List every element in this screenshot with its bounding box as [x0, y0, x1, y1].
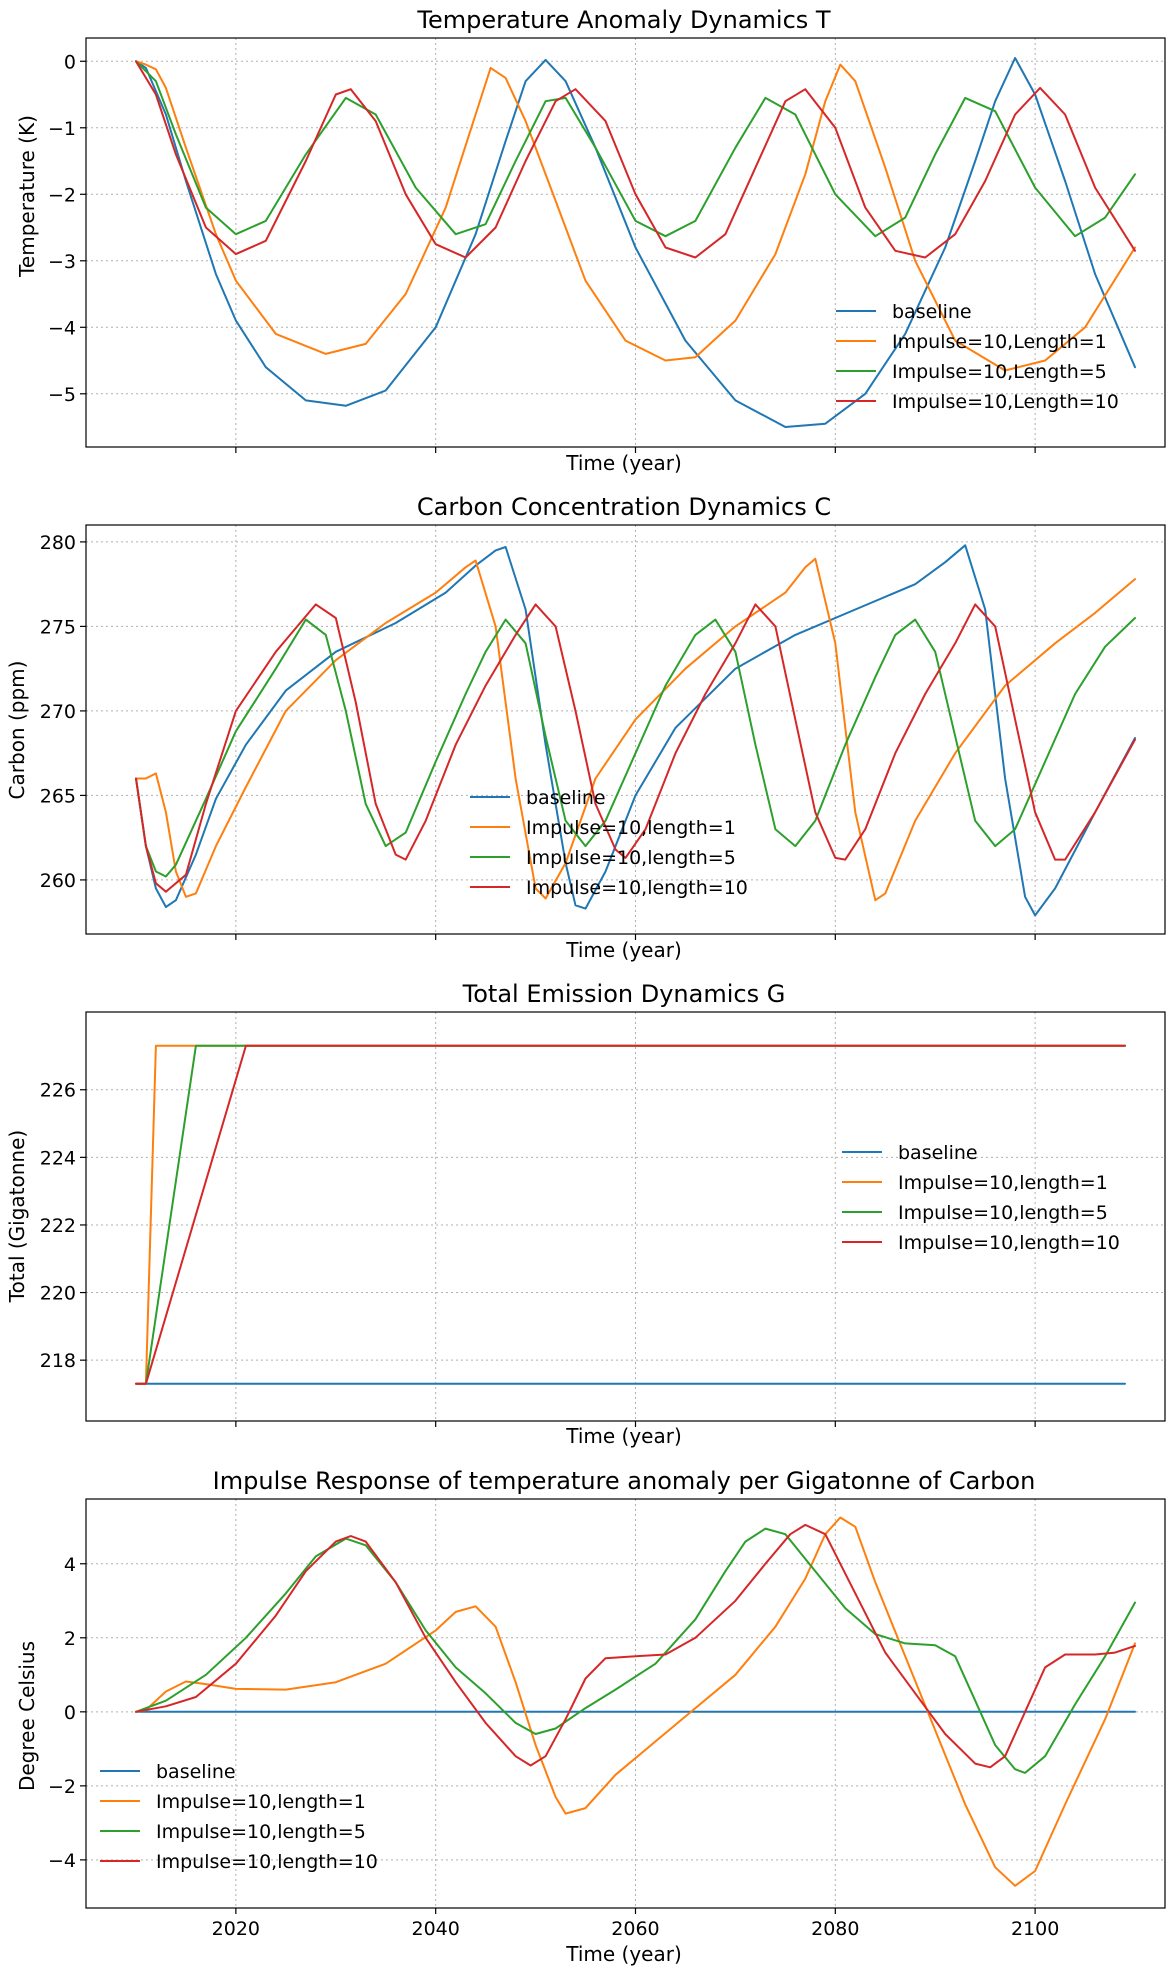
- series-line-baseline: [135, 544, 1136, 917]
- series-line-impulse-10-length-1: [135, 1516, 1136, 1887]
- y-tick-label: 280: [40, 532, 76, 554]
- legend: baseline Impulse=10,length=1 Impulse=10,le…: [470, 787, 748, 899]
- series-line-impulse-10-length-10: [135, 603, 1136, 893]
- series-line-impulse-10-length-10: [135, 1523, 1136, 1769]
- legend-label: baseline: [526, 787, 606, 809]
- legend-label: Impulse=10,length=10: [898, 1232, 1120, 1254]
- y-axis-label: Carbon (ppm): [5, 661, 29, 800]
- carbon-chart: Carbon Concentration Dynamics C Time (ye…: [5, 493, 1166, 962]
- plot-frame: [85, 1011, 1166, 1422]
- y-tick-label: 222: [40, 1215, 76, 1237]
- legend-label: baseline: [892, 301, 972, 323]
- legend-label: Impulse=10,Length=10: [892, 391, 1119, 413]
- legend-label: Impulse=10,length=10: [526, 877, 748, 899]
- x-axis-label: Time (year): [565, 938, 682, 962]
- series-line-impulse-10-length-10: [135, 60, 1136, 259]
- y-tick-label: −4: [48, 1850, 76, 1872]
- legend-label: Impulse=10,length=5: [526, 847, 736, 869]
- temperature-chart: Temperature Anomaly Dynamics T Time (yea…: [15, 6, 1166, 475]
- x-tick-label: 2080: [811, 1918, 859, 1940]
- y-tick-label: 0: [64, 1702, 76, 1724]
- y-tick-label: −1: [48, 118, 76, 140]
- series-line-baseline: [135, 57, 1136, 428]
- y-tick-label: 4: [64, 1554, 76, 1576]
- y-tick-label: −5: [48, 384, 76, 406]
- y-tick-label: 224: [40, 1147, 76, 1169]
- legend-label: Impulse=10,length=1: [156, 1791, 366, 1813]
- y-tick-label: −3: [48, 251, 76, 273]
- series-line-impulse-10-length-1: [135, 60, 1136, 372]
- chart-title: Temperature Anomaly Dynamics T: [416, 6, 831, 34]
- series-line-impulse-10-length-5: [135, 60, 1136, 238]
- chart-title: Total Emission Dynamics G: [462, 980, 786, 1008]
- x-axis-label: Time (year): [565, 451, 682, 475]
- y-tick-label: 270: [40, 701, 76, 723]
- legend: baseline Impulse=10,length=1 Impulse=10,le…: [842, 1142, 1120, 1254]
- y-tick-label: 275: [40, 616, 76, 638]
- x-tick-label: 2060: [611, 1918, 659, 1940]
- legend-label: Impulse=10,length=5: [898, 1202, 1108, 1224]
- x-tick-label: 2100: [1011, 1918, 1059, 1940]
- y-tick-label: −2: [48, 1776, 76, 1798]
- y-tick-label: −2: [48, 184, 76, 206]
- legend-label: Impulse=10,Length=1: [892, 331, 1107, 353]
- legend-label: Impulse=10,length=1: [526, 817, 736, 839]
- x-tick-label: 2020: [212, 1918, 260, 1940]
- legend-label: Impulse=10,length=5: [156, 1821, 366, 1843]
- legend: baseline Impulse=10,length=1 Impulse=10,le…: [100, 1761, 378, 1873]
- legend-label: baseline: [156, 1761, 236, 1783]
- y-tick-label: 2: [64, 1628, 76, 1650]
- emission-chart: Total Emission Dynamics G Time (year) To…: [5, 980, 1166, 1448]
- legend-label: Impulse=10,length=10: [156, 1851, 378, 1873]
- y-axis-label: Temperature (K): [15, 115, 39, 278]
- legend-label: Impulse=10,Length=5: [892, 361, 1107, 383]
- plot-frame: [85, 524, 1166, 935]
- y-axis-label: Total (Gigatonne): [5, 1130, 29, 1303]
- y-tick-label: 265: [40, 785, 76, 807]
- plot-frame: [85, 37, 1166, 448]
- series-line-impulse-10-length-5: [135, 617, 1136, 878]
- x-axis-label: Time (year): [565, 1942, 682, 1966]
- x-tick-label: 2040: [411, 1918, 459, 1940]
- y-tick-label: 218: [40, 1350, 76, 1372]
- y-axis-label: Degree Celsius: [15, 1641, 39, 1791]
- chart-title: Impulse Response of temperature anomaly …: [213, 1467, 1036, 1495]
- legend: baseline Impulse=10,Length=1 Impulse=10,Le…: [836, 301, 1119, 413]
- y-tick-label: 260: [40, 870, 76, 892]
- series-line-impulse-10-length-10: [135, 1044, 1126, 1385]
- y-tick-label: 226: [40, 1080, 76, 1102]
- legend-label: Impulse=10,length=1: [898, 1172, 1108, 1194]
- y-tick-label: −4: [48, 317, 76, 339]
- plot-frame: [85, 1498, 1166, 1909]
- y-tick-label: 0: [64, 51, 76, 73]
- series-line-impulse-10-length-1: [135, 557, 1136, 902]
- x-axis-label: Time (year): [565, 1424, 682, 1448]
- chart-title: Carbon Concentration Dynamics C: [417, 493, 831, 521]
- y-tick-label: 220: [40, 1283, 76, 1305]
- legend-label: baseline: [898, 1142, 978, 1164]
- impulse-response-chart: Impulse Response of temperature anomaly …: [15, 1467, 1166, 1966]
